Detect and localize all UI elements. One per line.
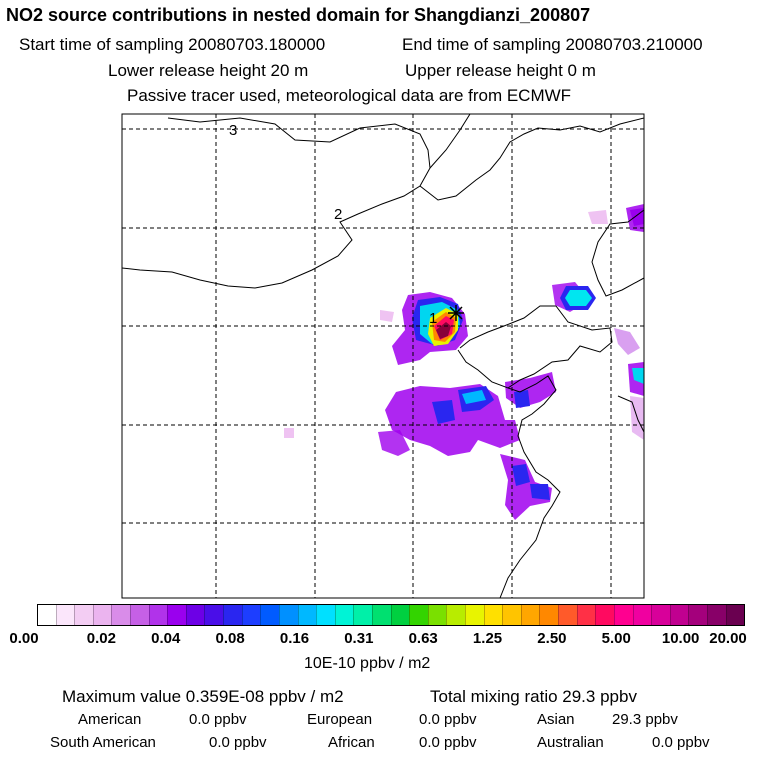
colorbar-swatch bbox=[539, 605, 559, 625]
colorbar-tick-label: 5.00 bbox=[601, 630, 631, 647]
plot-frame bbox=[121, 113, 645, 599]
colorbar-swatch bbox=[371, 605, 391, 625]
colorbar-tick-label: 0.31 bbox=[344, 630, 374, 647]
map-borders bbox=[122, 114, 644, 598]
region-label: African bbox=[328, 734, 375, 751]
colorbar-swatch bbox=[334, 605, 354, 625]
region-value: 0.0 ppbv bbox=[419, 734, 477, 751]
colorbar-swatch bbox=[92, 605, 112, 625]
colorbar-swatch bbox=[297, 605, 317, 625]
colorbar-swatch bbox=[558, 605, 577, 625]
colorbar-swatch bbox=[595, 605, 614, 625]
colorbar-tick-label: 0.00 bbox=[9, 630, 39, 647]
grid-label-3: 3 bbox=[229, 122, 237, 139]
map-grid bbox=[122, 114, 644, 598]
colorbar-swatch bbox=[316, 605, 335, 625]
colorbar-swatch bbox=[223, 605, 242, 625]
colorbar-swatch bbox=[130, 605, 149, 625]
colorbar-swatch bbox=[185, 605, 205, 625]
colorbar-swatch bbox=[260, 605, 279, 625]
colorbar-swatch bbox=[502, 605, 521, 625]
colorbar-tick-label: 2.50 bbox=[537, 630, 567, 647]
chart-title: NO2 source contributions in nested domai… bbox=[6, 5, 591, 25]
lower-release-height: Lower release height 20 m bbox=[108, 61, 309, 80]
colorbar-swatch bbox=[390, 605, 410, 625]
colorbar-swatch bbox=[148, 605, 168, 625]
colorbar-swatch bbox=[651, 605, 670, 625]
colorbar-swatch bbox=[688, 605, 707, 625]
region-value: 0.0 ppbv bbox=[419, 711, 477, 728]
colorbar-tick-label: 0.02 bbox=[86, 630, 116, 647]
tracer-note: Passive tracer used, meteorological data… bbox=[127, 86, 572, 105]
colorbar-tick-label: 20.00 bbox=[709, 630, 747, 647]
colorbar-swatch bbox=[204, 605, 224, 625]
colorbar-swatch bbox=[409, 605, 428, 625]
grid-label-1: 1 bbox=[429, 310, 437, 327]
grid-label-2: 2 bbox=[334, 206, 342, 223]
colorbar-tick-label: 0.04 bbox=[151, 630, 181, 647]
colorbar-swatch bbox=[55, 605, 75, 625]
colorbar-tick-label: 0.16 bbox=[279, 630, 310, 647]
max-value: Maximum value 0.359E-08 ppbv / m2 bbox=[62, 687, 344, 706]
colorbar-swatch bbox=[613, 605, 633, 625]
end-time: End time of sampling 20080703.210000 bbox=[402, 35, 703, 54]
colorbar-swatch bbox=[483, 605, 503, 625]
upper-release-height: Upper release height 0 m bbox=[405, 61, 596, 80]
region-value: 0.0 ppbv bbox=[209, 734, 267, 751]
colorbar-swatch bbox=[725, 605, 745, 625]
colorbar-swatch bbox=[520, 605, 540, 625]
colorbar-swatch bbox=[446, 605, 466, 625]
region-value: 0.0 ppbv bbox=[189, 711, 247, 728]
contour-fields bbox=[284, 204, 644, 520]
region-value: 29.3 ppbv bbox=[612, 711, 678, 728]
region-label: American bbox=[78, 711, 142, 728]
region-label: Asian bbox=[537, 711, 575, 728]
receptor-marker bbox=[448, 305, 464, 321]
colorbar-tick-label: 0.08 bbox=[215, 630, 245, 647]
colorbar-swatch bbox=[353, 605, 372, 625]
region-label: European bbox=[307, 711, 373, 728]
region-label: Australian bbox=[537, 734, 604, 751]
source-contribution-map: 1 2 3 bbox=[121, 113, 645, 599]
start-time: Start time of sampling 20080703.180000 bbox=[19, 35, 326, 54]
colorbar-swatch bbox=[111, 605, 131, 625]
colorbar-swatch bbox=[278, 605, 298, 625]
colorbar-tick-label: 0.63 bbox=[408, 630, 438, 647]
colorbar-swatch bbox=[38, 605, 56, 625]
colorbar-swatch bbox=[576, 605, 596, 625]
region-label: South American bbox=[50, 734, 156, 751]
colorbar-tick-label: 10.00 bbox=[661, 630, 700, 647]
total-mixing-ratio: Total mixing ratio 29.3 ppbv bbox=[430, 687, 637, 706]
colorbar-swatch bbox=[241, 605, 261, 625]
colorbar-tick-label: 1.25 bbox=[472, 630, 503, 647]
colorbar-swatch bbox=[465, 605, 484, 625]
colorbar-swatch bbox=[669, 605, 689, 625]
colorbar-swatch bbox=[427, 605, 447, 625]
region-value: 0.0 ppbv bbox=[652, 734, 710, 751]
colorbar-swatch bbox=[706, 605, 726, 625]
colorbar-swatch bbox=[74, 605, 93, 625]
colorbar-swatch bbox=[632, 605, 652, 625]
colorbar-swatch bbox=[167, 605, 186, 625]
colorbar bbox=[37, 604, 745, 626]
colorbar-unit: 10E-10 ppbv / m2 bbox=[304, 655, 431, 672]
